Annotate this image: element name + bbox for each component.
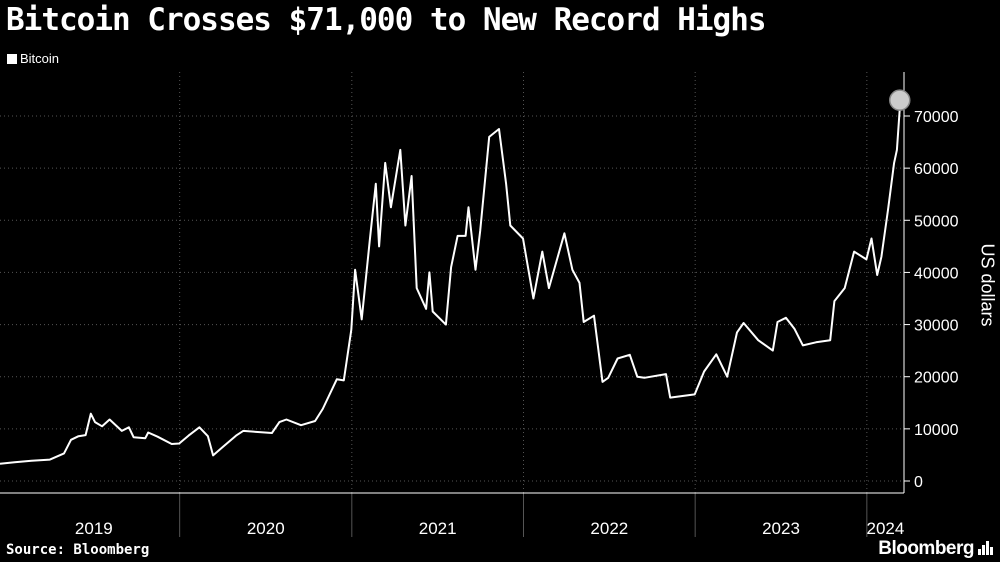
latest-point-marker: [889, 89, 911, 111]
x-tick-label: 2022: [590, 519, 628, 538]
legend: Bitcoin: [7, 51, 59, 66]
chart-title: Bitcoin Crosses $71,000 to New Record Hi…: [6, 2, 767, 38]
y-tick-label: 10000: [914, 422, 959, 439]
brand-logo: Bloomberg: [878, 538, 994, 560]
legend-swatch-bitcoin: [7, 53, 17, 64]
y-tick-label: 50000: [914, 213, 959, 230]
y-tick-label: 30000: [914, 318, 959, 335]
bloomberg-bars-icon: [978, 541, 994, 557]
x-tick-label: 2021: [419, 519, 457, 538]
y-tick-label: 60000: [914, 161, 959, 178]
series: [0, 89, 911, 465]
y-tick-label: 40000: [914, 265, 959, 282]
x-tick-label: 2020: [247, 519, 285, 538]
y-axis-label: US dollars: [977, 243, 998, 327]
x-tick-label: 2024: [867, 519, 905, 538]
x-tick-label: 2023: [762, 519, 800, 538]
grid: [0, 72, 904, 493]
x-tick-label: 2019: [75, 519, 113, 538]
source-note: Source: Bloomberg: [6, 542, 150, 558]
series-line-bitcoin: [0, 108, 901, 465]
y-tick-label: 70000: [914, 109, 959, 126]
axes: 0 10000 20000 30000 40000 50000 60000 70000 2019…: [0, 72, 959, 538]
legend-label-bitcoin: Bitcoin: [20, 51, 60, 66]
brand-name: Bloomberg: [878, 538, 974, 559]
y-tick-label: 20000: [914, 370, 959, 387]
y-tick-label: 0: [914, 474, 923, 491]
